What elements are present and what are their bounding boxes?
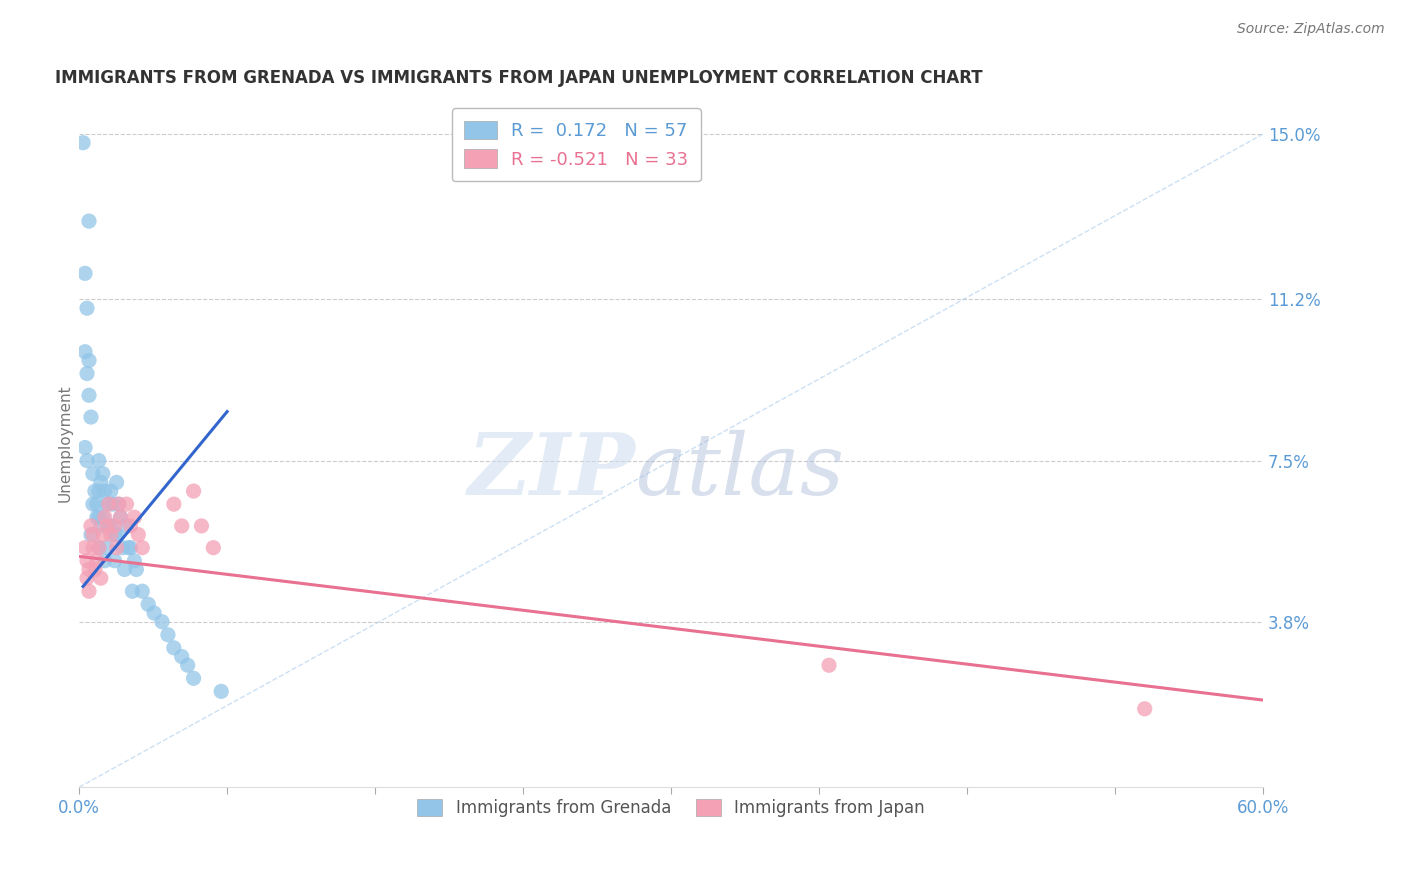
- Point: [87, 484, 110, 499]
- Point: [1133, 702, 1156, 716]
- Point: [73, 541, 96, 555]
- Point: [121, 584, 143, 599]
- Point: [156, 628, 179, 642]
- Point: [86, 497, 108, 511]
- Point: [111, 541, 134, 555]
- Point: [72, 136, 94, 150]
- Point: [77, 353, 100, 368]
- Point: [87, 453, 110, 467]
- Text: ZIP: ZIP: [468, 429, 636, 512]
- Point: [183, 671, 205, 685]
- Point: [82, 527, 104, 541]
- Point: [100, 484, 122, 499]
- Point: [76, 554, 98, 568]
- Point: [104, 554, 127, 568]
- Point: [91, 467, 114, 481]
- Point: [127, 527, 149, 541]
- Point: [73, 441, 96, 455]
- Legend: Immigrants from Grenada, Immigrants from Japan: Immigrants from Grenada, Immigrants from…: [411, 792, 932, 823]
- Point: [86, 510, 108, 524]
- Point: [136, 597, 159, 611]
- Point: [131, 584, 153, 599]
- Point: [90, 519, 112, 533]
- Point: [176, 658, 198, 673]
- Point: [94, 554, 117, 568]
- Point: [76, 571, 98, 585]
- Point: [86, 554, 108, 568]
- Point: [131, 541, 153, 555]
- Point: [120, 519, 142, 533]
- Text: Source: ZipAtlas.com: Source: ZipAtlas.com: [1237, 22, 1385, 37]
- Point: [115, 497, 138, 511]
- Point: [120, 541, 142, 555]
- Point: [84, 562, 107, 576]
- Point: [80, 519, 103, 533]
- Y-axis label: Unemployment: Unemployment: [58, 384, 72, 502]
- Point: [117, 541, 139, 555]
- Point: [150, 615, 173, 629]
- Point: [124, 554, 146, 568]
- Point: [87, 510, 110, 524]
- Text: IMMIGRANTS FROM GRENADA VS IMMIGRANTS FROM JAPAN UNEMPLOYMENT CORRELATION CHART: IMMIGRANTS FROM GRENADA VS IMMIGRANTS FR…: [55, 69, 983, 87]
- Point: [82, 497, 104, 511]
- Point: [105, 527, 128, 541]
- Point: [190, 519, 212, 533]
- Point: [82, 541, 104, 555]
- Point: [97, 497, 120, 511]
- Point: [91, 510, 114, 524]
- Point: [94, 484, 117, 499]
- Point: [91, 527, 114, 541]
- Point: [73, 344, 96, 359]
- Point: [170, 649, 193, 664]
- Point: [77, 388, 100, 402]
- Point: [90, 571, 112, 585]
- Point: [114, 562, 136, 576]
- Point: [183, 484, 205, 499]
- Point: [82, 467, 104, 481]
- Point: [107, 497, 129, 511]
- Point: [163, 640, 186, 655]
- Point: [77, 584, 100, 599]
- Point: [100, 527, 122, 541]
- Point: [107, 497, 129, 511]
- Point: [170, 519, 193, 533]
- Point: [101, 497, 124, 511]
- Point: [818, 658, 841, 673]
- Point: [77, 562, 100, 576]
- Point: [104, 519, 127, 533]
- Point: [87, 541, 110, 555]
- Point: [115, 519, 138, 533]
- Point: [104, 527, 127, 541]
- Point: [84, 484, 107, 499]
- Point: [96, 497, 118, 511]
- Point: [143, 606, 166, 620]
- Point: [96, 519, 118, 533]
- Point: [163, 497, 186, 511]
- Point: [76, 367, 98, 381]
- Point: [77, 214, 100, 228]
- Point: [76, 453, 98, 467]
- Point: [209, 684, 232, 698]
- Text: atlas: atlas: [636, 429, 845, 512]
- Point: [96, 541, 118, 555]
- Point: [80, 410, 103, 425]
- Point: [80, 527, 103, 541]
- Point: [87, 541, 110, 555]
- Point: [202, 541, 225, 555]
- Point: [76, 301, 98, 316]
- Point: [110, 510, 132, 524]
- Point: [110, 510, 132, 524]
- Point: [73, 266, 96, 280]
- Point: [90, 475, 112, 490]
- Point: [105, 475, 128, 490]
- Point: [100, 519, 122, 533]
- Point: [125, 562, 148, 576]
- Point: [97, 519, 120, 533]
- Point: [94, 510, 117, 524]
- Point: [124, 510, 146, 524]
- Point: [105, 541, 128, 555]
